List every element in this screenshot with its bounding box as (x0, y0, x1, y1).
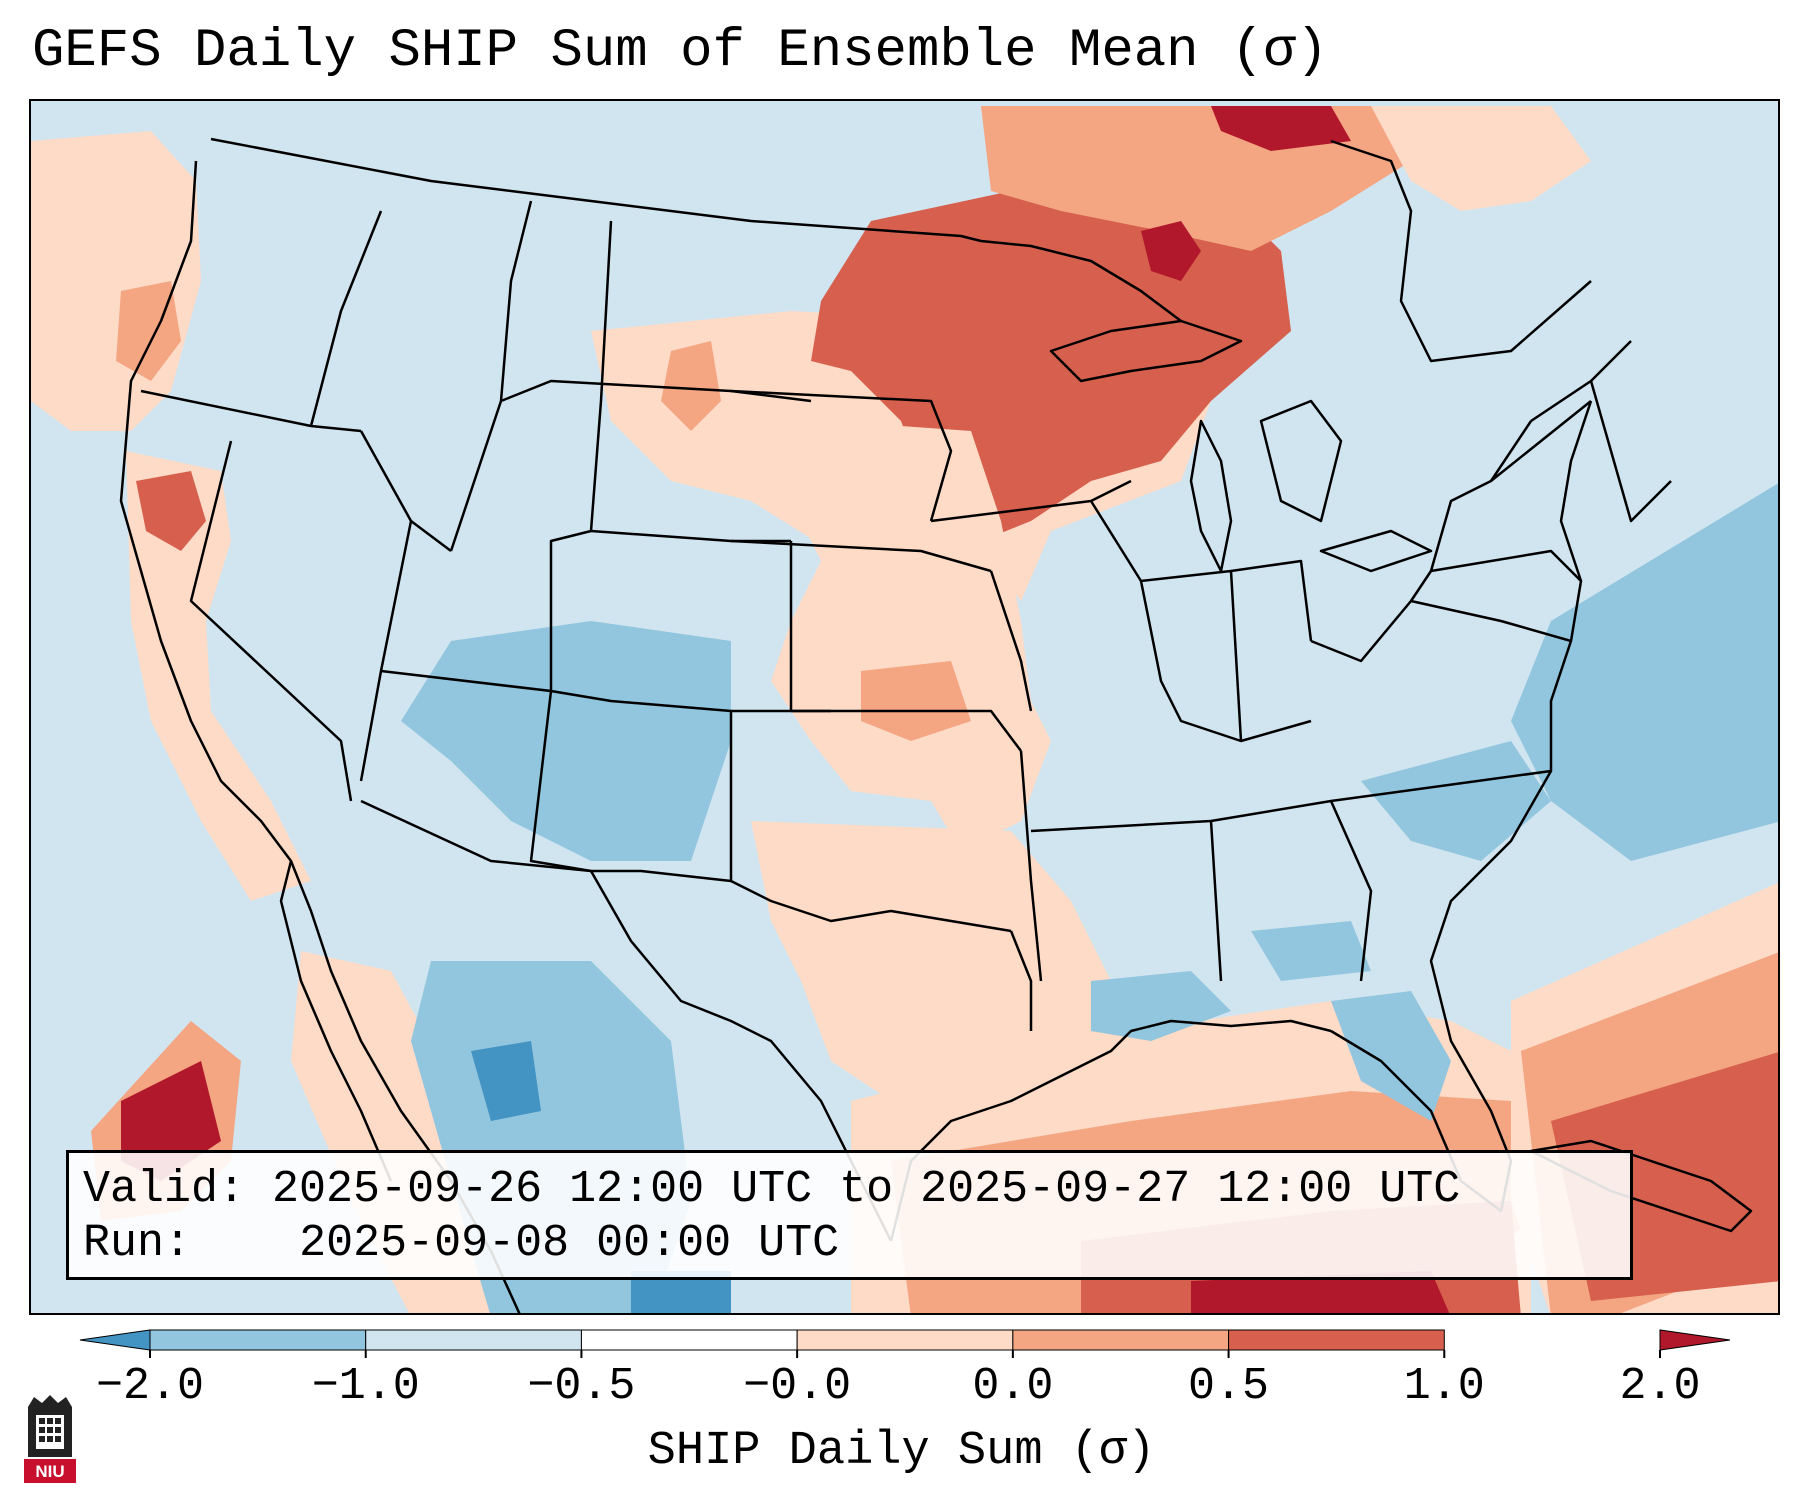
colorbar-tick-label: −0.5 (527, 1361, 636, 1412)
region-florida (1331, 991, 1451, 1121)
rio-grande (589, 870, 893, 1242)
region-california (126, 451, 311, 901)
colorbar-label: SHIP Daily Sum (σ) (647, 1425, 1156, 1478)
nw-state-lines (140, 210, 452, 802)
gulf-coast (889, 1019, 1332, 1242)
mexico-border (360, 799, 592, 873)
colorbar-ticks (149, 1350, 1661, 1358)
colorbar-bin (1659, 1329, 1731, 1351)
region-pacific-nw-core (116, 281, 181, 381)
colorbar-bin (1012, 1329, 1230, 1351)
colorbar-tick-label: 0.0 (972, 1361, 1054, 1412)
colorbar-tick-label: 1.0 (1403, 1361, 1485, 1412)
baja-coast (279, 860, 393, 1182)
region-texas (751, 821, 1131, 1101)
region-california-core (136, 471, 206, 551)
logo-badge (24, 1459, 76, 1483)
midwest-state-lines (1030, 500, 1552, 982)
valid-value: 2025-09-26 12:00 UTC to 2025-09-27 12:00… (272, 1164, 1461, 1215)
lake-erie (1319, 529, 1433, 573)
northeast-state-lines (1410, 340, 1672, 643)
colorbar-tick-label: 2.0 (1619, 1361, 1701, 1412)
hudson-bay-coast (1330, 139, 1592, 363)
lake-superior (1049, 319, 1243, 383)
colorbar-tick-label: −0.0 (743, 1361, 852, 1412)
colorbar-bins (79, 1329, 1731, 1351)
lake-huron (1259, 399, 1343, 523)
run-label: Run: (83, 1218, 192, 1269)
region-ontario-core (1211, 106, 1351, 151)
colorbar-tick-label: −1.0 (311, 1361, 420, 1412)
niu-logo: NIU (24, 1395, 76, 1483)
valid-time-box: Valid: 2025-09-26 12:00 UTC to 2025-09-2… (66, 1150, 1633, 1280)
valid-label: Valid: (83, 1164, 246, 1215)
colorbar (79, 1329, 1731, 1358)
region-nebraska-core (661, 341, 721, 431)
colorbar-bin (796, 1329, 1014, 1351)
valid-line: Valid: 2025-09-26 12:00 UTC to 2025-09-2… (83, 1163, 1616, 1217)
run-line: Run: 2025-09-08 00:00 UTC (83, 1217, 1616, 1271)
region-caribbean (1191, 1271, 1450, 1313)
chart-title: GEFS Daily SHIP Sum of Ensemble Mean (σ) (32, 21, 1329, 82)
map-panel (29, 99, 1780, 1315)
region-mexico-core (471, 1041, 541, 1121)
colorbar-tick-label: −2.0 (95, 1361, 205, 1412)
region-superior-core (1141, 221, 1201, 281)
region-carolinas (1361, 741, 1551, 861)
pacific-coast (119, 160, 521, 1313)
region-central-plains (771, 421, 1051, 851)
run-value: 2025-09-08 00:00 UTC (299, 1218, 840, 1269)
region-mexico-south-core (631, 1271, 731, 1313)
canada-border (210, 137, 1182, 322)
region-gulf-states (1251, 921, 1371, 981)
region-southwest (401, 621, 731, 861)
colorbar-bin (149, 1329, 367, 1351)
region-atlantic-blue (1511, 483, 1778, 861)
colorbar-bin (365, 1329, 582, 1351)
region-ne-canada (1371, 106, 1591, 211)
region-kansas-ok-core (861, 661, 971, 741)
colorbar-bin (79, 1329, 151, 1351)
colorbar-bin (1228, 1329, 1445, 1351)
colorbar-tick-label: 0.5 (1188, 1361, 1270, 1412)
logo-text: NIU (35, 1462, 64, 1481)
colorbar-bin (580, 1329, 798, 1351)
map-canvas (31, 106, 1778, 1313)
lake-michigan (1189, 419, 1233, 573)
